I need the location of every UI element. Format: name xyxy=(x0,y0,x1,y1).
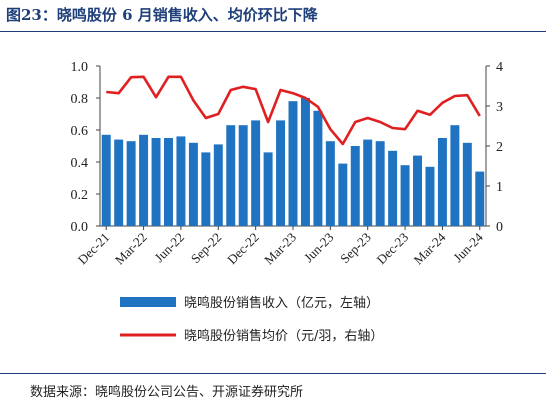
bar-Mar-23 xyxy=(288,101,298,226)
bar-Aug-23 xyxy=(350,146,360,226)
x-tick-label: Dec-22 xyxy=(224,230,262,268)
x-axis-labels: Dec-21 Mar-22 Jun-22 Sep-22 Dec-22 Mar-23 Jun-… xyxy=(75,229,487,267)
bar-Apr-22 xyxy=(151,138,161,226)
bar-Oct-22 xyxy=(226,125,236,226)
y-right-tick-label: 1 xyxy=(496,180,503,195)
bar-Jan-23 xyxy=(263,152,273,226)
bar-Mar-22 xyxy=(139,134,149,226)
y-right-tick-label: 3 xyxy=(496,100,503,115)
y-left-tick-label: 0.0 xyxy=(71,220,89,235)
bar-May-23 xyxy=(313,110,323,226)
bar-Jul-23 xyxy=(338,163,348,226)
y-left-tick-label: 0.8 xyxy=(71,92,89,107)
x-tick-label: Sep-23 xyxy=(337,230,374,267)
x-tick-label: Mar-22 xyxy=(112,230,150,268)
bar-Jun-22 xyxy=(176,136,186,226)
price-line xyxy=(106,75,481,146)
bar-May-24 xyxy=(462,142,472,226)
bar-Jan-24 xyxy=(413,155,422,226)
legend-bar-swatch xyxy=(120,297,176,307)
legend: 晓鸣股份销售收入（亿元，左轴） 晓鸣股份销售均价（元/羽，右轴） xyxy=(120,295,383,344)
bar-Dec-21 xyxy=(101,134,111,226)
bar-Jul-22 xyxy=(188,142,198,226)
bar-Jun-24 xyxy=(475,171,485,226)
chart-title: 图23：晓鸣股份 6 月销售收入、均价环比下降 xyxy=(6,6,318,24)
y-right-tick-label: 4 xyxy=(496,60,503,75)
bar-Mar-24 xyxy=(437,138,447,226)
bar-Oct-23 xyxy=(375,141,385,226)
x-tick-label: Mar-23 xyxy=(261,230,299,268)
x-tick-label: Dec-23 xyxy=(374,230,412,268)
x-tick-label: Sep-22 xyxy=(188,230,225,267)
bar-Nov-23 xyxy=(388,150,398,226)
bar-Nov-22 xyxy=(238,125,248,226)
bar-Feb-23 xyxy=(276,120,286,226)
source-divider xyxy=(0,373,546,374)
y-left-tick-label: 1.0 xyxy=(71,60,89,75)
bar-Jan-22 xyxy=(114,139,124,226)
y-left-tick-label: 0.2 xyxy=(71,188,89,203)
y-left-tick-label: 0.4 xyxy=(71,156,89,171)
y-right-tick-label: 0 xyxy=(496,220,503,235)
x-tick-label: Mar-24 xyxy=(411,229,449,267)
bar-Apr-24 xyxy=(450,125,460,226)
bar-Jun-23 xyxy=(325,141,335,226)
bar-Apr-23 xyxy=(300,98,310,226)
bar-Dec-22 xyxy=(251,120,261,226)
title-divider xyxy=(0,31,546,32)
source-note: 数据来源：晓鸣股份公司公告、开源证券研究所 xyxy=(30,385,304,400)
x-tick-label: Dec-21 xyxy=(75,230,113,268)
bar-Feb-24 xyxy=(425,166,435,226)
y-right-tick-label: 2 xyxy=(496,140,503,155)
bar-May-22 xyxy=(164,138,173,226)
x-tick-label: Jun-24 xyxy=(450,229,486,265)
x-tick-label: Jun-23 xyxy=(301,230,337,266)
bar-Dec-23 xyxy=(400,165,410,226)
y-left-tick-label: 0.6 xyxy=(71,124,89,139)
bar-Aug-22 xyxy=(201,152,211,226)
line-series xyxy=(106,75,481,146)
bar-series xyxy=(101,98,485,226)
legend-bar-label: 晓鸣股份销售收入（亿元，左轴） xyxy=(184,295,379,311)
legend-line-label: 晓鸣股份销售均价（元/羽，右轴） xyxy=(184,328,383,344)
x-tick-label: Jun-22 xyxy=(151,230,187,266)
bar-Sep-23 xyxy=(363,139,373,226)
bar-Feb-22 xyxy=(126,141,136,226)
bar-Sep-22 xyxy=(213,144,223,226)
